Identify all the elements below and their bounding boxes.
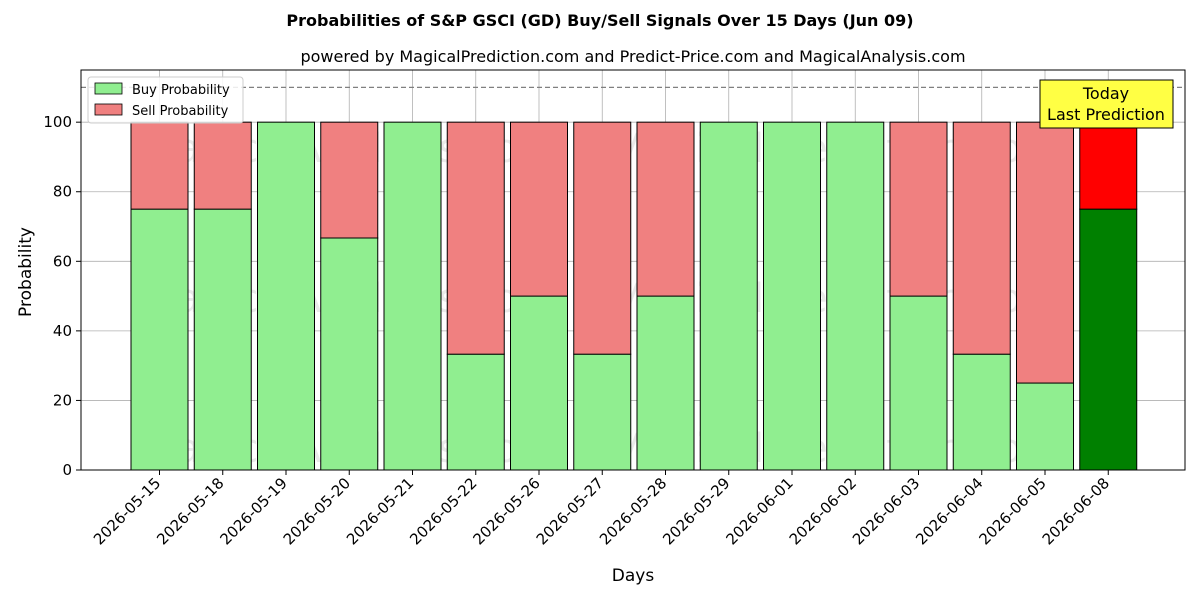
bar-buy-2026-05-27 [573, 353, 632, 471]
y-tick-label: 60 [53, 252, 72, 270]
x-tick-label: 2026-05-27 [533, 474, 607, 548]
bar-buy-2026-05-18 [193, 208, 252, 471]
x-tick-label: 2026-05-28 [596, 474, 670, 548]
x-tick-label: 2026-05-15 [90, 474, 164, 548]
bar-buy-2026-05-15 [130, 208, 189, 471]
bar-buy-2026-05-28 [636, 295, 695, 471]
bar-buy-2026-06-05 [1016, 382, 1074, 471]
legend: Buy Probability Sell Probability [87, 76, 244, 124]
bar-sell-2026-05-27 [573, 121, 632, 355]
y-tick-label: 40 [53, 322, 72, 340]
bar-buy-2026-06-08 [1079, 208, 1138, 471]
x-tick-label: 2026-06-08 [1039, 474, 1113, 548]
bar-sell-2026-06-03 [889, 121, 948, 297]
y-tick-label: 100 [43, 113, 72, 131]
bar-buy-2026-05-22 [446, 353, 505, 471]
y-tick-label: 80 [53, 183, 72, 201]
x-axis-ticks: 2026-05-152026-05-182026-05-192026-05-20… [90, 470, 1113, 548]
bar-buy-2026-05-20 [320, 237, 379, 471]
bar-buy-2026-06-04 [952, 353, 1011, 471]
bar-sell-2026-05-20 [320, 121, 379, 239]
today-annotation: Today Last Prediction [1039, 79, 1174, 129]
y-axis-label: Probability [16, 227, 36, 317]
bar-sell-2026-05-28 [636, 121, 695, 297]
bar-buy-2026-05-29 [699, 121, 758, 471]
plot-frame [80, 69, 1186, 471]
bar-buy-2026-05-21 [383, 121, 442, 471]
chart-subtitle: powered by MagicalPrediction.com and Pre… [300, 47, 965, 66]
x-tick-label: 2026-06-01 [722, 474, 796, 548]
bar-buy-2026-05-26 [510, 295, 568, 471]
today-annotation-line2: Last Prediction [1047, 105, 1165, 124]
chart-title: Probabilities of S&P GSCI (GD) Buy/Sell … [286, 11, 913, 30]
x-tick-label: 2026-05-22 [406, 474, 480, 548]
y-tick-label: 0 [62, 461, 72, 479]
legend-swatch-buy [94, 82, 123, 95]
x-tick-label: 2026-06-02 [786, 474, 860, 548]
bar-buy-2026-05-19 [257, 121, 315, 471]
x-axis-label: Days [612, 566, 655, 586]
bar-sell-2026-06-04 [952, 121, 1011, 355]
x-tick-label: 2026-06-05 [975, 474, 1049, 548]
bar-buy-2026-06-02 [826, 121, 885, 471]
y-axis-ticks: 0 20 40 60 80 100 [43, 113, 81, 479]
x-tick-label: 2026-05-26 [469, 474, 543, 548]
x-tick-label: 2026-05-20 [280, 474, 354, 548]
bar-sell-2026-05-22 [446, 121, 505, 355]
legend-label-sell: Sell Probability [132, 104, 229, 119]
bar-buy-2026-06-01 [763, 121, 821, 471]
bar-sell-2026-05-26 [510, 121, 568, 297]
x-tick-label: 2026-05-21 [343, 474, 417, 548]
x-tick-label: 2026-05-19 [216, 474, 290, 548]
y-tick-label: 20 [53, 391, 72, 409]
bars [130, 121, 1138, 471]
bar-sell-2026-06-05 [1016, 121, 1074, 384]
today-annotation-box [1039, 79, 1174, 129]
bar-sell-2026-05-18 [193, 121, 252, 210]
today-annotation-line1: Today [1082, 84, 1129, 103]
bar-buy-2026-06-03 [889, 295, 948, 471]
x-tick-label: 2026-05-29 [659, 474, 733, 548]
x-tick-label: 2026-05-18 [153, 474, 227, 548]
bar-sell-2026-05-15 [130, 121, 189, 210]
bar-sell-2026-06-08 [1079, 121, 1138, 210]
x-tick-label: 2026-06-03 [849, 474, 923, 548]
legend-label-buy: Buy Probability [132, 83, 230, 98]
legend-swatch-sell [94, 103, 123, 116]
x-tick-label: 2026-06-04 [912, 474, 986, 548]
